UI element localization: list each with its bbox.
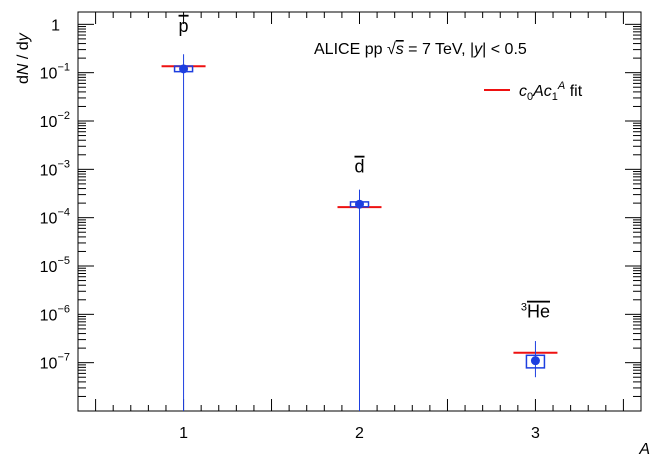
- y-tick-label: 10−2: [40, 110, 70, 131]
- x-tick-labels: 1 2 3: [179, 425, 540, 442]
- legend: c0Ac1A fit: [484, 80, 583, 103]
- y-axis-title: dN / dy: [15, 32, 32, 84]
- particle-label: p: [179, 16, 189, 36]
- x-tick-label: 1: [179, 425, 188, 442]
- particle-label: d: [354, 157, 364, 177]
- y-tick-labels: 1 10−1 10−2 10−3 10−4 10−5 10−6 10−7: [40, 17, 70, 372]
- y-tick-label: 10−3: [40, 158, 70, 179]
- x-tick-label: 3: [531, 425, 540, 442]
- y-tick-label: 10−7: [40, 352, 70, 373]
- y-tick-label: 10−1: [40, 62, 70, 83]
- particle-annotations: p d 3He: [179, 16, 550, 322]
- y-tick-label: 10−4: [40, 207, 70, 228]
- x-tick-label: 2: [355, 425, 364, 442]
- data-point: [531, 356, 540, 365]
- y-tick-label: 10−5: [40, 255, 70, 276]
- data-point: [179, 64, 188, 73]
- x-axis-title: A: [638, 441, 650, 458]
- data-points: [175, 54, 545, 411]
- experiment-header: ALICE pp √s = 7 TeV, |y| < 0.5: [314, 41, 527, 58]
- sqrt-symbol: √: [387, 41, 396, 58]
- particle-label: 3He: [521, 302, 550, 322]
- y-tick-label: 1: [51, 17, 60, 34]
- legend-fit-label: c0Ac1A fit: [519, 80, 583, 103]
- data-point: [355, 200, 364, 209]
- y-tick-label: 10−6: [40, 303, 70, 324]
